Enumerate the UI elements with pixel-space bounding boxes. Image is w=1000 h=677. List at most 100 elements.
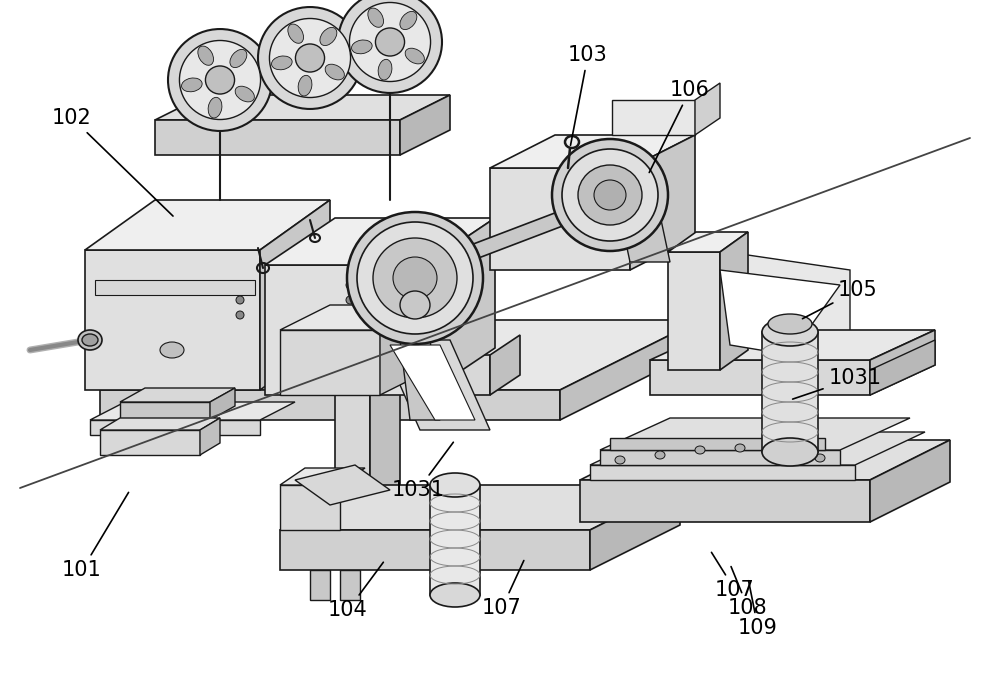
Polygon shape xyxy=(100,320,700,390)
Polygon shape xyxy=(335,390,370,530)
Polygon shape xyxy=(720,232,748,370)
Ellipse shape xyxy=(182,78,202,92)
Polygon shape xyxy=(380,305,430,395)
Polygon shape xyxy=(610,438,825,450)
Ellipse shape xyxy=(655,451,665,459)
Polygon shape xyxy=(95,280,255,295)
Polygon shape xyxy=(85,200,330,250)
Ellipse shape xyxy=(695,446,705,454)
Ellipse shape xyxy=(236,296,244,304)
Polygon shape xyxy=(580,440,950,480)
Text: 108: 108 xyxy=(728,567,768,618)
Polygon shape xyxy=(630,135,695,270)
Polygon shape xyxy=(455,355,490,395)
Polygon shape xyxy=(668,252,720,370)
Polygon shape xyxy=(85,250,260,390)
Ellipse shape xyxy=(160,342,184,358)
Polygon shape xyxy=(405,187,623,286)
Ellipse shape xyxy=(205,66,235,94)
Polygon shape xyxy=(200,418,220,455)
Ellipse shape xyxy=(768,314,812,334)
Ellipse shape xyxy=(552,139,668,251)
Polygon shape xyxy=(430,485,480,595)
Polygon shape xyxy=(490,135,695,168)
Polygon shape xyxy=(650,360,870,395)
Polygon shape xyxy=(580,480,870,522)
Polygon shape xyxy=(210,388,235,420)
Polygon shape xyxy=(870,330,935,395)
Polygon shape xyxy=(400,340,440,420)
Ellipse shape xyxy=(430,473,480,497)
Polygon shape xyxy=(590,485,680,570)
Polygon shape xyxy=(600,450,840,465)
Polygon shape xyxy=(668,232,748,252)
Ellipse shape xyxy=(762,438,818,466)
Ellipse shape xyxy=(357,222,473,334)
Polygon shape xyxy=(390,345,475,420)
Polygon shape xyxy=(600,418,910,450)
Ellipse shape xyxy=(775,448,785,456)
Polygon shape xyxy=(400,95,450,155)
Polygon shape xyxy=(265,218,495,265)
Polygon shape xyxy=(280,330,380,395)
Polygon shape xyxy=(335,370,400,390)
Text: 102: 102 xyxy=(52,108,173,216)
Text: 106: 106 xyxy=(649,80,710,173)
Polygon shape xyxy=(590,432,925,465)
Polygon shape xyxy=(280,485,680,530)
Polygon shape xyxy=(870,340,935,395)
Polygon shape xyxy=(380,340,490,430)
Ellipse shape xyxy=(230,49,247,68)
Ellipse shape xyxy=(208,97,222,118)
Text: 105: 105 xyxy=(802,280,878,319)
Polygon shape xyxy=(90,420,260,435)
Ellipse shape xyxy=(236,311,244,319)
Ellipse shape xyxy=(269,18,351,97)
Ellipse shape xyxy=(378,60,392,80)
Ellipse shape xyxy=(288,24,304,43)
Polygon shape xyxy=(100,390,560,420)
Ellipse shape xyxy=(393,257,437,299)
Ellipse shape xyxy=(762,318,818,346)
Ellipse shape xyxy=(349,3,431,81)
Ellipse shape xyxy=(346,281,354,289)
Polygon shape xyxy=(560,320,700,420)
Polygon shape xyxy=(155,95,450,120)
Ellipse shape xyxy=(346,296,354,304)
Polygon shape xyxy=(100,430,200,455)
Polygon shape xyxy=(490,335,520,395)
Polygon shape xyxy=(100,418,220,430)
Ellipse shape xyxy=(338,0,442,93)
Text: 107: 107 xyxy=(482,561,524,618)
Polygon shape xyxy=(90,402,295,420)
Polygon shape xyxy=(695,83,720,135)
Polygon shape xyxy=(280,485,340,530)
Polygon shape xyxy=(762,332,818,452)
Polygon shape xyxy=(870,440,950,522)
Polygon shape xyxy=(700,248,850,370)
Ellipse shape xyxy=(352,40,372,53)
Polygon shape xyxy=(265,265,425,395)
Ellipse shape xyxy=(320,27,337,45)
Text: 107: 107 xyxy=(711,552,755,600)
Ellipse shape xyxy=(400,12,417,30)
Polygon shape xyxy=(260,200,330,390)
Ellipse shape xyxy=(815,454,825,462)
Polygon shape xyxy=(612,100,695,135)
Polygon shape xyxy=(620,215,670,262)
Ellipse shape xyxy=(375,28,405,56)
Text: 1031: 1031 xyxy=(793,368,882,399)
Polygon shape xyxy=(370,370,400,530)
Text: 103: 103 xyxy=(568,45,608,146)
Polygon shape xyxy=(155,120,400,155)
Polygon shape xyxy=(280,305,430,330)
Ellipse shape xyxy=(347,212,483,344)
Polygon shape xyxy=(490,168,630,270)
Polygon shape xyxy=(425,218,495,395)
Ellipse shape xyxy=(325,64,344,80)
Text: 104: 104 xyxy=(328,562,383,620)
Ellipse shape xyxy=(562,149,658,241)
Polygon shape xyxy=(310,570,330,600)
Ellipse shape xyxy=(82,334,98,346)
Ellipse shape xyxy=(272,56,292,70)
